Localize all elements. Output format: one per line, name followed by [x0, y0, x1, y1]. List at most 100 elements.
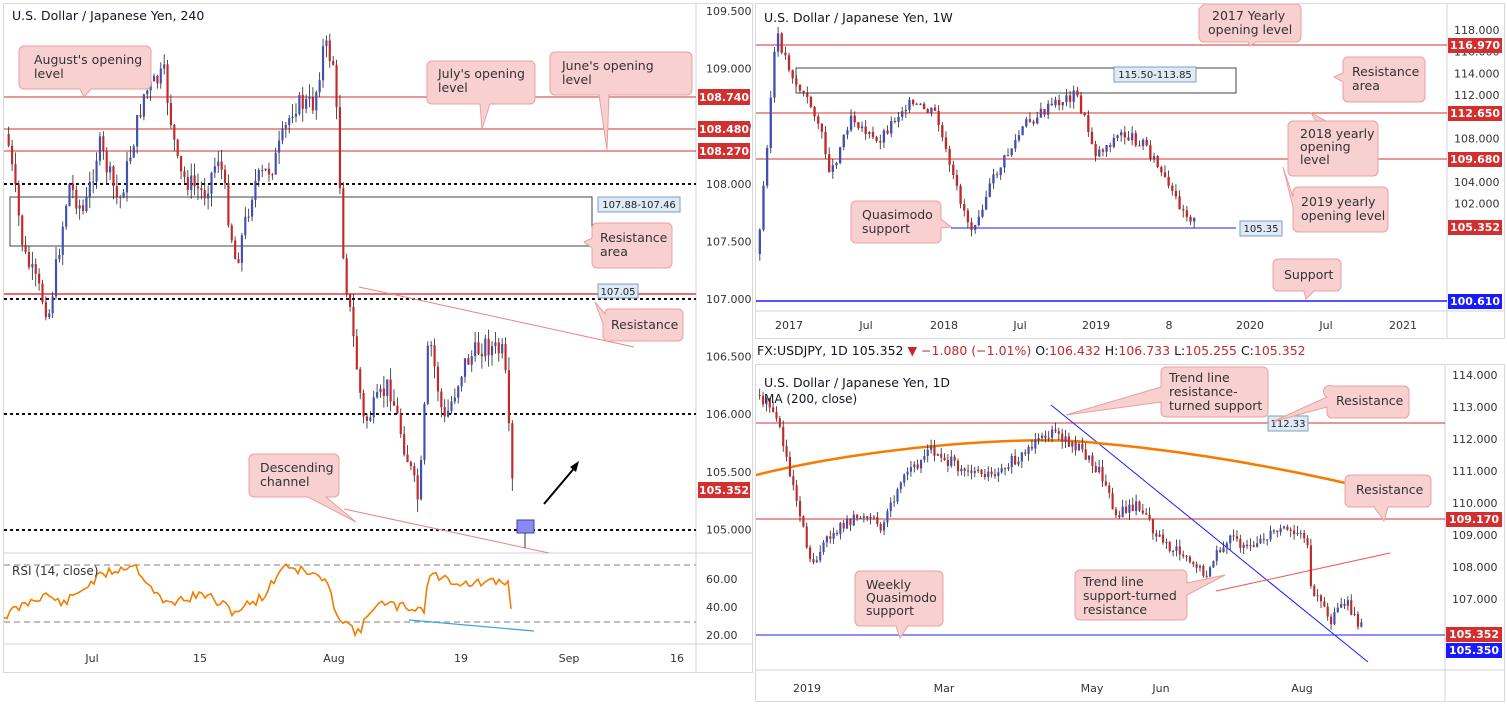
- h4-candle-body: [457, 386, 460, 398]
- tag-108740: [698, 89, 750, 105]
- weekly-x-tick-6: 2020: [1236, 319, 1264, 332]
- daily-candle-body: [785, 446, 788, 457]
- h4-candle-body: [240, 235, 243, 263]
- zone-label: 107.88-107.46: [602, 200, 676, 211]
- weekly-support-tag: [1448, 294, 1502, 309]
- daily-chart[interactable]: 114.000 113.000 112.000 111.000 110.000 109.0…: [756, 365, 1504, 701]
- h4-candle-body: [382, 388, 385, 396]
- weekly-candle-body: [897, 116, 900, 122]
- h4-candle-body: [92, 181, 95, 183]
- h4-candle-body: [494, 342, 497, 347]
- daily-candle-body: [1313, 585, 1316, 597]
- h4-candle-body: [85, 196, 88, 212]
- daily-candle-body: [1091, 455, 1094, 466]
- weekly-x-axis: 2017 Jul 2018 Jul 2019 8 2020 Jul 2021: [775, 319, 1417, 332]
- daily-candle-body: [852, 514, 855, 526]
- weekly-candle-body: [988, 183, 991, 197]
- h4-y-axis: 109.500109.000108.500108.000107.500107.0…: [706, 5, 752, 536]
- weekly-candle-body: [904, 109, 907, 112]
- h4-candle-body: [392, 401, 396, 406]
- h4-y-tick-7: 106.000: [706, 408, 752, 421]
- weekly-y-tick-5: 108.000: [1454, 133, 1500, 146]
- daily-candle-body: [1135, 501, 1138, 512]
- symbol-label: FX:USDJPY, 1D: [757, 343, 848, 358]
- h4-candle-body: [142, 94, 145, 117]
- daily-candle-body: [795, 485, 798, 501]
- weekly-candle-body: [1087, 115, 1090, 132]
- h4-candle-body: [183, 171, 186, 178]
- daily-callout-res-top-text: Resistance: [1336, 393, 1404, 408]
- weekly-candle-body: [828, 154, 831, 172]
- daily-candle-body: [835, 532, 839, 535]
- daily-candle-body: [1188, 556, 1191, 563]
- h4-candle-body: [98, 136, 102, 161]
- weekly-candle-body: [868, 131, 871, 135]
- weekly-chart-panel: 118.000116.000114.000112.000110.000108.0…: [755, 3, 1505, 339]
- daily-candle-body: [1256, 543, 1259, 547]
- daily-candle-body: [1259, 538, 1262, 544]
- weekly-candle-body: [919, 103, 922, 105]
- weekly-candle-body: [1112, 137, 1116, 147]
- weekly-x-tick-8: 2021: [1389, 319, 1417, 332]
- h4-candle-body: [372, 397, 375, 418]
- daily-candle-body: [940, 453, 943, 458]
- weekly-chart[interactable]: 118.000116.000114.000112.000110.000108.0…: [756, 4, 1504, 338]
- daily-candle-body: [1360, 622, 1363, 627]
- daily-candle-body: [899, 482, 902, 490]
- h4-candle-body: [44, 302, 47, 318]
- daily-candle-body: [1232, 535, 1235, 537]
- x-tick-15: 15: [193, 652, 207, 665]
- daily-candle-body: [889, 502, 892, 512]
- weekly-candle-body: [860, 126, 864, 129]
- weekly-y-tick-2: 114.000: [1454, 67, 1500, 80]
- daily-candle-body: [990, 471, 993, 475]
- callout-july-line1: July's opening: [437, 66, 525, 81]
- daily-y-tick-2: 112.000: [1452, 433, 1498, 446]
- daily-candle-body: [1057, 431, 1060, 434]
- daily-candle-body: [1299, 532, 1302, 534]
- weekly-candle-body: [948, 148, 951, 165]
- h4-candle-body: [406, 454, 409, 463]
- weekly-callout-resistance-area: Resistance area: [1332, 56, 1426, 103]
- ma-200-line: [756, 439, 1397, 497]
- daily-candle-body: [1208, 567, 1212, 577]
- h4-chart[interactable]: 109.500109.000108.500108.000107.500107.0…: [4, 4, 752, 672]
- daily-candle-body: [980, 469, 983, 475]
- weekly-callout-ra-line2: area: [1352, 78, 1380, 93]
- weekly-candle-body: [813, 107, 816, 117]
- h4-candle-body: [365, 416, 369, 421]
- daily-price-text: 105.352: [1449, 628, 1499, 641]
- weekly-callout-qm-line1: Quasimodo: [862, 207, 933, 222]
- weekly-candle-body: [952, 164, 955, 175]
- weekly-price-text: 105.352: [1450, 221, 1500, 234]
- weekly-x-tick-2: 2018: [930, 319, 958, 332]
- weekly-title: U.S. Dollar / Japanese Yen, 1W: [764, 10, 953, 25]
- h4-candle-body: [274, 152, 277, 175]
- weekly-y-tick-0: 118.000: [1454, 24, 1500, 37]
- weekly-y-tick-7: 104.000: [1454, 176, 1500, 189]
- weekly-candle-body: [1047, 103, 1050, 115]
- h4-candle-body: [109, 166, 112, 173]
- daily-candle-body: [1161, 534, 1165, 543]
- h4-candle-body: [186, 177, 189, 190]
- daily-candle-body: [960, 468, 963, 472]
- weekly-candle-body: [1174, 190, 1178, 197]
- daily-candle-body: [1198, 565, 1202, 568]
- daily-candle-body: [1168, 542, 1171, 552]
- daily-candle-body: [1343, 603, 1346, 606]
- daily-candle-body: [1336, 607, 1339, 613]
- weekly-candle-body: [974, 225, 977, 230]
- x-tick-jul: Jul: [84, 652, 98, 665]
- h4-y-tick-3: 108.000: [706, 178, 752, 191]
- h4-candle-body: [267, 168, 271, 175]
- weekly-candle-body: [795, 78, 798, 85]
- weekly-x-tick-0: 2017: [775, 319, 803, 332]
- daily-callout-trend-res-line3: turned support: [1169, 398, 1262, 413]
- daily-candle-body: [1094, 465, 1097, 473]
- weekly-callout-qm: Quasimodo support: [850, 200, 953, 244]
- h4-candle-body: [34, 264, 37, 274]
- weekly-candle-body: [1010, 148, 1013, 156]
- daily-candle-body: [1249, 545, 1252, 547]
- daily-candle-body: [775, 411, 778, 419]
- h4-candle-body: [132, 146, 135, 158]
